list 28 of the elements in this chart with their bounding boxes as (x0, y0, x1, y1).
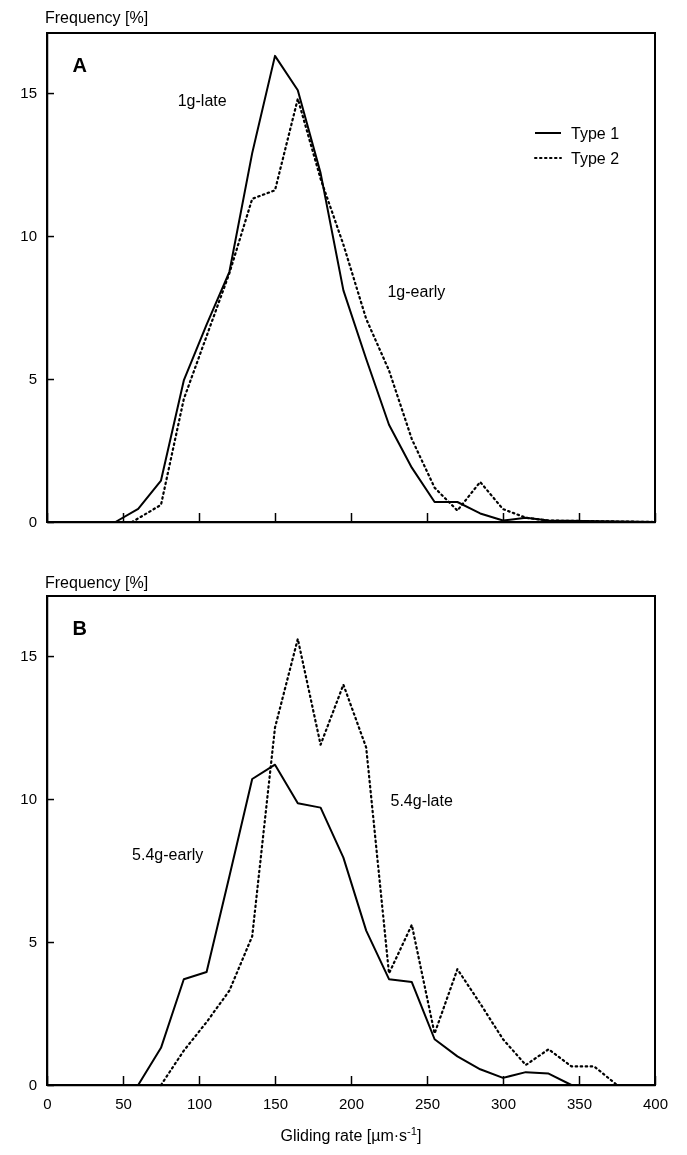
x-tick-label: 200 (338, 1094, 365, 1112)
x-tick-label: 250 (414, 1094, 441, 1112)
y-tick-label: 10 (20, 790, 37, 808)
x-tick-label: 350 (566, 1094, 593, 1112)
annotation: 5.4g-late (390, 792, 453, 810)
y-tick-label: 15 (20, 84, 37, 102)
x-tick-label: 100 (186, 1094, 213, 1112)
legend-label: Type 2 (571, 150, 620, 167)
x-tick-label: 0 (43, 1094, 52, 1112)
x-tick-label: 50 (115, 1094, 132, 1112)
annotation: 1g-early (387, 283, 446, 301)
y-tick-label: 15 (20, 647, 37, 665)
annotation: B (72, 617, 87, 640)
x-tick-label: 150 (262, 1094, 289, 1112)
y-axis-title: Frequency [%] (45, 574, 149, 591)
y-tick-label: 5 (28, 933, 37, 951)
legend-label: Type 1 (571, 125, 620, 142)
y-tick-label: 0 (28, 1076, 37, 1094)
annotation: 5.4g-early (132, 846, 204, 864)
x-axis-title: Gliding rate [µm·s$^{-1}$] (280, 1125, 422, 1144)
y-tick-label: 0 (28, 513, 37, 531)
y-tick-label: 5 (28, 370, 37, 388)
x-tick-label: 400 (642, 1094, 669, 1112)
y-tick-label: 10 (20, 227, 37, 245)
annotation: 1g-late (177, 92, 227, 110)
annotation: A (72, 54, 87, 77)
x-tick-label: 300 (490, 1094, 517, 1112)
y-axis-title: Frequency [%] (45, 9, 149, 26)
